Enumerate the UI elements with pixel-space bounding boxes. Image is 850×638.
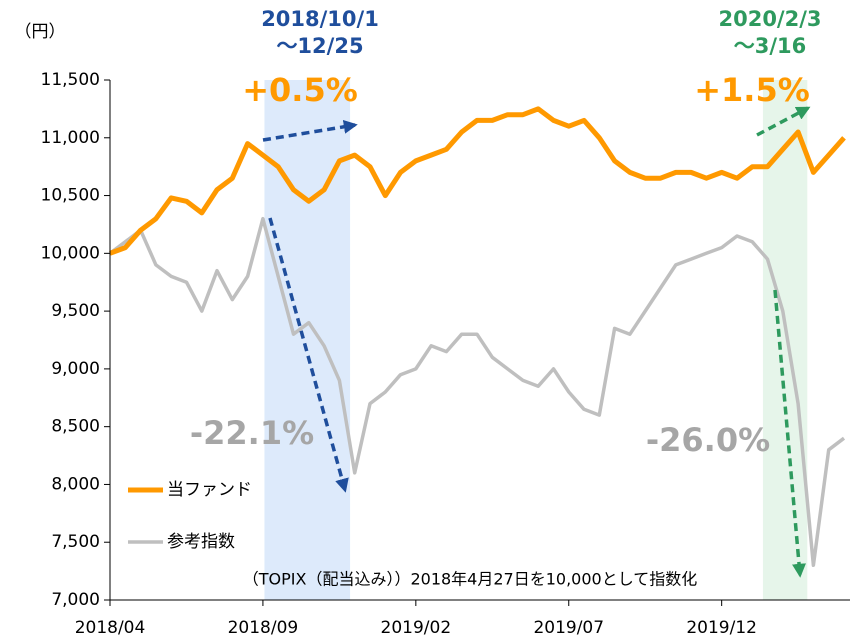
y-tick-label: 10,500 [41, 186, 100, 206]
legend-label: 当ファンド [167, 480, 252, 500]
period-label: 2020/2/3 [718, 7, 821, 31]
y-tick-label: 9,500 [51, 301, 100, 321]
fund-change: +1.5% [694, 71, 810, 109]
highlight-band [264, 80, 351, 600]
x-tick-label: 2018/04 [75, 618, 146, 638]
x-tick-label: 2019/07 [533, 618, 604, 638]
arrow [773, 289, 806, 578]
index-change: -22.1% [190, 414, 314, 452]
y-tick-label: 8,000 [51, 474, 100, 494]
arrow [262, 119, 358, 142]
period-label: 2018/10/1 [261, 7, 379, 31]
y-tick-label: 11,000 [41, 128, 100, 148]
y-tick-label: 7,500 [51, 532, 100, 552]
arrow [268, 217, 349, 493]
y-tick-label: 11,500 [41, 70, 100, 90]
period-label: ～3/16 [734, 34, 807, 58]
period-label: ～12/25 [276, 34, 363, 58]
series-line [108, 216, 846, 568]
x-tick-label: 2019/02 [381, 618, 452, 638]
series-line [109, 106, 846, 256]
legend-label: 参考指数 [167, 532, 235, 552]
index-change: -26.0% [646, 421, 770, 459]
y-tick-label: 8,500 [51, 417, 100, 437]
y-unit: （円） [15, 22, 66, 42]
y-tick-label: 7,000 [51, 590, 100, 610]
highlight-band [762, 80, 808, 600]
y-tick-label: 10,000 [41, 243, 100, 263]
arrows [262, 106, 811, 578]
line-layer [108, 106, 846, 568]
note: （TOPIX（配当込み））2018年4月27日を10,000として指数化 [243, 570, 697, 589]
y-tick-label: 9,000 [51, 359, 100, 379]
x-tick-label: 2018/09 [228, 618, 299, 638]
arrow [756, 106, 811, 137]
x-tick-label: 2019/12 [686, 618, 757, 638]
fund-change: +0.5% [242, 71, 358, 109]
